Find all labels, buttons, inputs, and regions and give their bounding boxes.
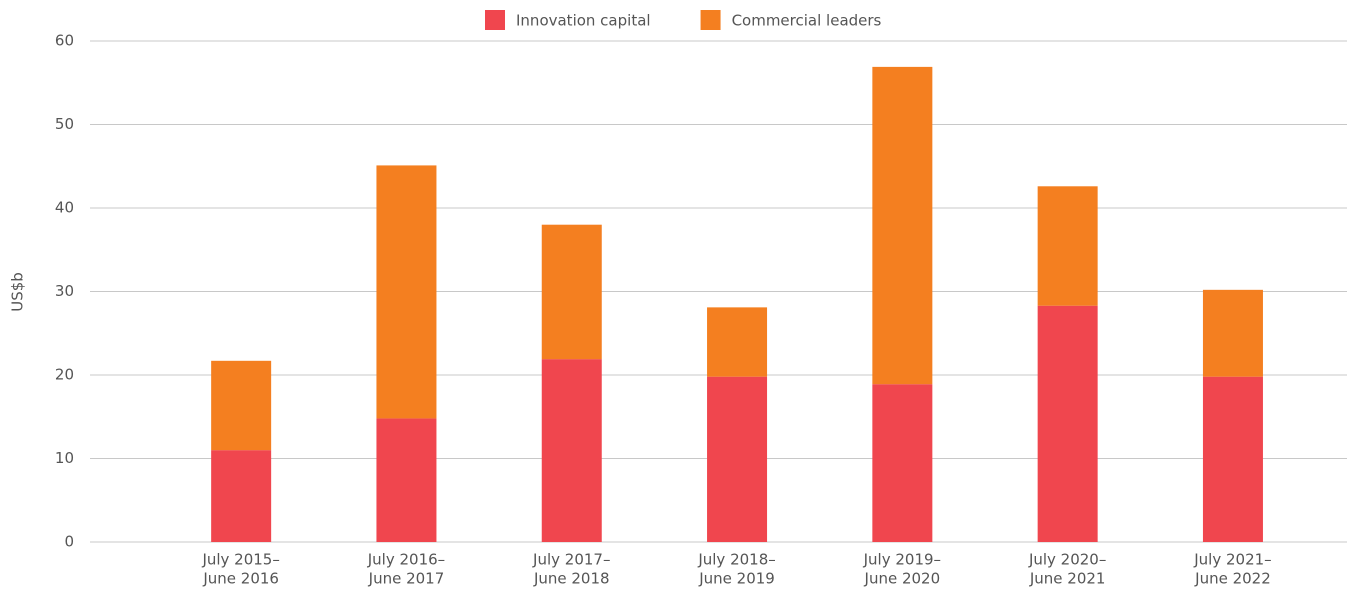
bar-segment: [541, 359, 602, 542]
legend-swatch: [485, 10, 505, 30]
x-tick-label: June 2021: [1029, 570, 1106, 588]
bar-segment: [1037, 186, 1098, 306]
x-tick-label: July 2017–: [532, 551, 610, 569]
bar-segment: [872, 66, 933, 385]
y-tick-label: 50: [55, 115, 74, 133]
y-tick-label: 20: [55, 366, 74, 384]
x-tick-label: July 2021–: [1193, 551, 1271, 569]
y-tick-label: 40: [55, 199, 74, 217]
bar-segment: [1202, 289, 1263, 377]
bar-segment: [211, 450, 272, 542]
x-tick-label: June 2022: [1194, 570, 1271, 588]
x-tick-label: July 2016–: [367, 551, 445, 569]
x-tick-label: June 2019: [698, 570, 775, 588]
x-tick-label: July 2020–: [1028, 551, 1106, 569]
y-tick-label: 60: [55, 32, 74, 50]
x-tick-label: June 2018: [533, 570, 610, 588]
x-tick-label: June 2020: [864, 570, 941, 588]
bar-segment: [376, 418, 437, 542]
legend-label: Innovation capital: [516, 12, 651, 30]
y-tick-label: 30: [55, 282, 74, 300]
bar-segment: [872, 384, 933, 542]
x-tick-label: July 2019–: [863, 551, 941, 569]
bar-segment: [211, 360, 272, 451]
bar-segment: [707, 376, 768, 542]
x-tick-label: July 2018–: [697, 551, 775, 569]
x-tick-label: June 2016: [202, 570, 279, 588]
bar-segment: [1037, 305, 1098, 542]
y-tick-label: 10: [55, 449, 74, 467]
bar-segment: [541, 224, 602, 360]
y-axis-label: US$b: [9, 272, 27, 312]
legend-label: Commercial leaders: [732, 12, 882, 30]
bar-segment: [376, 165, 437, 419]
bar-segment: [707, 307, 768, 377]
y-tick-label: 0: [64, 533, 74, 551]
bar-segment: [1202, 376, 1263, 542]
x-tick-label: June 2017: [368, 570, 445, 588]
x-tick-label: July 2015–: [201, 551, 279, 569]
legend-swatch: [700, 10, 721, 30]
